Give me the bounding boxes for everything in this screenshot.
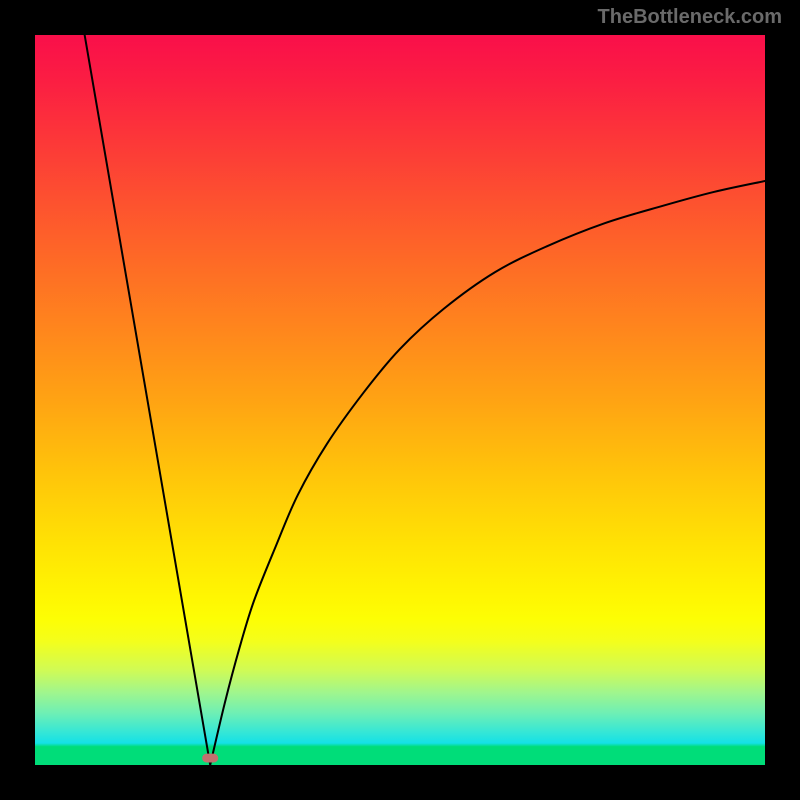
chart-svg <box>35 35 765 765</box>
watermark-text: TheBottleneck.com <box>598 6 782 29</box>
plot-area <box>35 35 765 765</box>
minimum-marker <box>202 754 218 763</box>
plot-background <box>35 35 765 765</box>
